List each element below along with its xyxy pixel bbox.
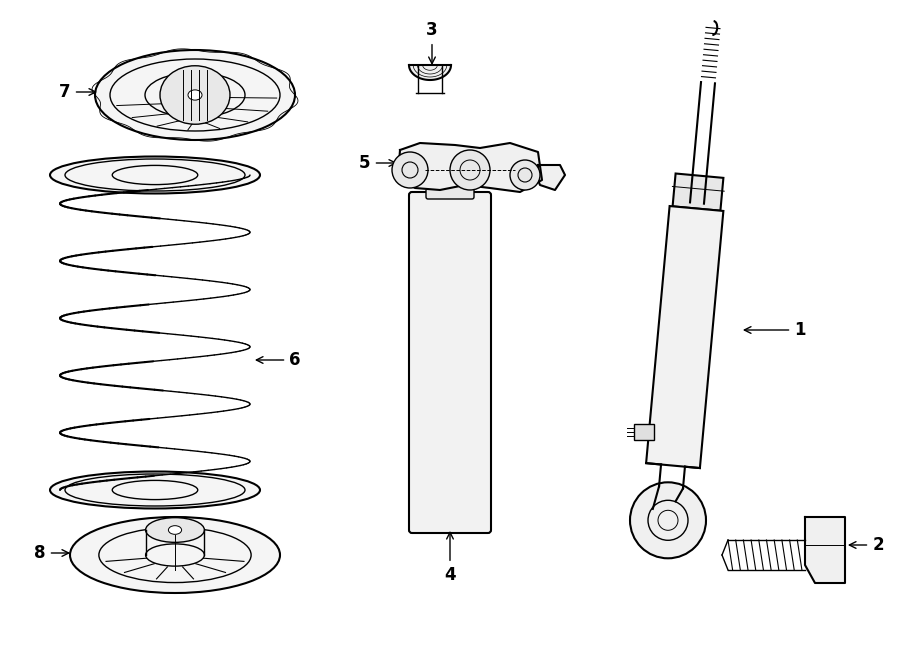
- Text: 4: 4: [445, 532, 455, 584]
- Text: 1: 1: [744, 321, 806, 339]
- Ellipse shape: [70, 517, 280, 593]
- Ellipse shape: [146, 518, 204, 542]
- Polygon shape: [805, 517, 845, 583]
- Polygon shape: [634, 424, 653, 440]
- Ellipse shape: [50, 471, 260, 508]
- Ellipse shape: [95, 50, 295, 140]
- Text: 8: 8: [34, 544, 68, 562]
- Polygon shape: [398, 143, 542, 192]
- Circle shape: [443, 166, 457, 180]
- Text: 5: 5: [359, 154, 396, 172]
- Circle shape: [510, 160, 540, 190]
- Text: 7: 7: [59, 83, 95, 101]
- Ellipse shape: [50, 157, 260, 194]
- Polygon shape: [409, 65, 451, 80]
- Circle shape: [450, 150, 490, 190]
- FancyBboxPatch shape: [426, 173, 474, 199]
- FancyBboxPatch shape: [409, 192, 491, 533]
- Circle shape: [392, 152, 428, 188]
- Polygon shape: [538, 165, 565, 190]
- Ellipse shape: [188, 90, 202, 100]
- Polygon shape: [672, 173, 724, 211]
- Circle shape: [630, 483, 706, 559]
- Text: 3: 3: [427, 21, 437, 63]
- Text: 6: 6: [256, 351, 301, 369]
- Ellipse shape: [160, 65, 230, 124]
- Text: 2: 2: [850, 536, 884, 554]
- Ellipse shape: [168, 525, 182, 534]
- Polygon shape: [646, 206, 724, 468]
